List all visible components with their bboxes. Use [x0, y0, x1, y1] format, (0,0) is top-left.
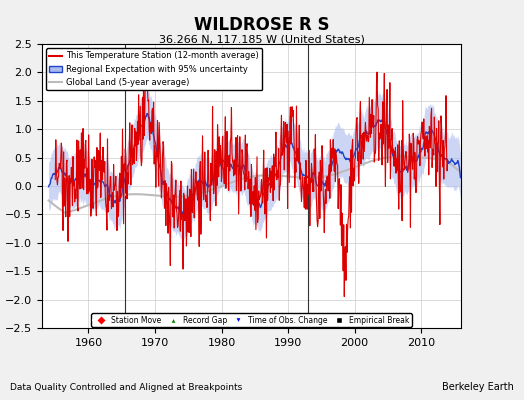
Text: 36.266 N, 117.185 W (United States): 36.266 N, 117.185 W (United States)	[159, 34, 365, 44]
Legend: Station Move, Record Gap, Time of Obs. Change, Empirical Break: Station Move, Record Gap, Time of Obs. C…	[91, 314, 412, 327]
Text: Berkeley Earth: Berkeley Earth	[442, 382, 514, 392]
Text: Data Quality Controlled and Aligned at Breakpoints: Data Quality Controlled and Aligned at B…	[10, 383, 243, 392]
Text: WILDROSE R S: WILDROSE R S	[194, 16, 330, 34]
